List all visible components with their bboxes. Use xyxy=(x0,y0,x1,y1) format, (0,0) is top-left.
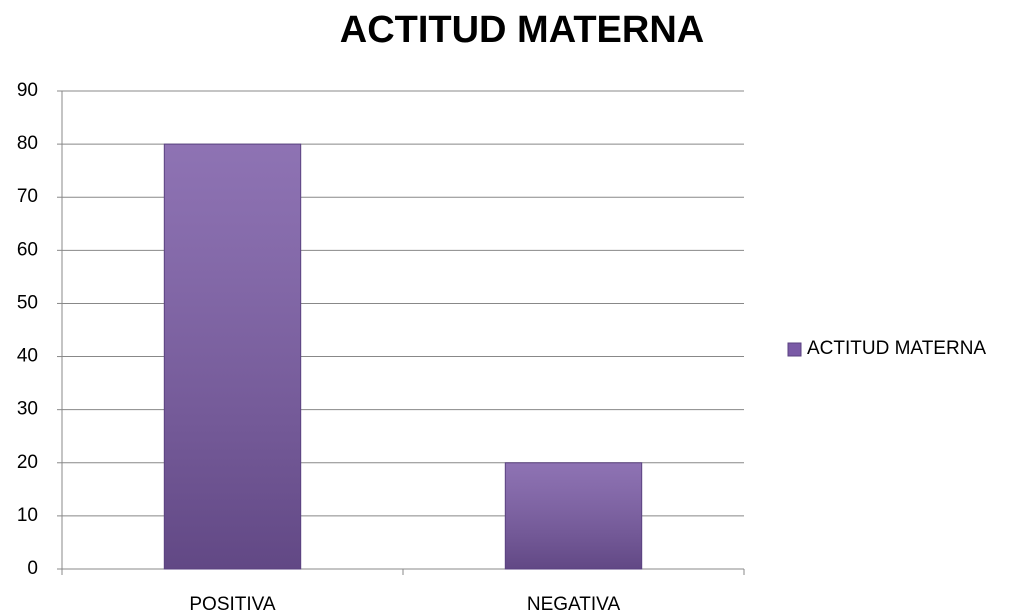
x-tick-label: POSITIVA xyxy=(189,594,276,615)
bar-shade xyxy=(163,143,302,570)
x-tick-label: NEGATIVA xyxy=(527,594,621,615)
legend-swatch xyxy=(787,342,802,357)
y-tick-label: 10 xyxy=(17,505,38,526)
y-tick-label: 0 xyxy=(27,558,38,579)
y-tick-label: 40 xyxy=(17,346,38,367)
y-tick-label: 70 xyxy=(17,186,38,207)
chart-title: ACTITUD MATERNA xyxy=(340,9,704,51)
legend-label: ACTITUD MATERNA xyxy=(807,338,986,359)
y-tick-label: 50 xyxy=(17,292,38,313)
y-tick-label: 30 xyxy=(17,399,38,420)
y-tick-label: 60 xyxy=(17,239,38,260)
y-tick-label: 80 xyxy=(17,133,38,154)
y-tick-label: 20 xyxy=(17,452,38,473)
bar-shade xyxy=(504,462,643,570)
y-tick-label: 90 xyxy=(17,80,38,101)
